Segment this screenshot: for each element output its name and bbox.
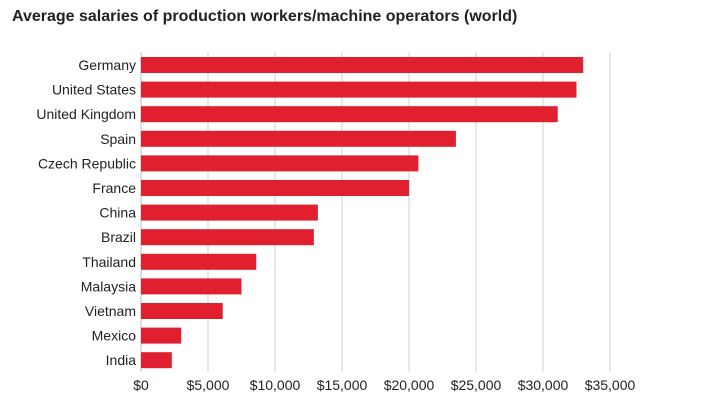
category-label: China — [99, 205, 136, 221]
bar-malaysia — [141, 278, 242, 295]
category-label: Spain — [100, 131, 136, 147]
x-tick-label: $0 — [133, 377, 149, 393]
category-label: India — [106, 352, 137, 368]
category-labels: Germany United States United Kingdom Spain C… — [36, 57, 136, 368]
category-label: United Kingdom — [36, 106, 136, 122]
bar-spain — [141, 130, 456, 147]
bar-vietnam — [141, 303, 223, 319]
category-label: Germany — [78, 57, 136, 73]
x-tick-label: $35,000 — [585, 377, 636, 393]
category-label: France — [92, 180, 136, 196]
category-label: Mexico — [92, 328, 137, 344]
category-label: Thailand — [82, 254, 136, 270]
bar-germany — [141, 57, 584, 73]
category-label: Czech Republic — [38, 155, 136, 171]
bar-czech-republic — [141, 155, 419, 172]
x-tick-label: $5,000 — [187, 377, 230, 393]
bar-france — [141, 180, 409, 196]
category-label: Vietnam — [85, 303, 136, 319]
category-label: Malaysia — [81, 278, 136, 294]
x-tick-label: $15,000 — [317, 377, 368, 393]
x-tick-label: $10,000 — [250, 377, 301, 393]
bar-china — [141, 204, 318, 221]
x-tick-label: $25,000 — [451, 377, 502, 393]
bar-brazil — [141, 229, 314, 246]
bar-india — [141, 352, 172, 369]
bars — [141, 57, 584, 369]
bar-united-kingdom — [141, 106, 558, 123]
bar-united-states — [141, 81, 577, 98]
x-tick-label: $30,000 — [518, 377, 569, 393]
bar-thailand — [141, 253, 257, 270]
x-tick-label: $20,000 — [384, 377, 435, 393]
category-label: Brazil — [101, 229, 136, 245]
category-label: United States — [52, 82, 136, 98]
bar-mexico — [141, 327, 182, 344]
tick-labels: $0 $5,000 $10,000 $15,000 $20,000 $25,000 $30,… — [133, 377, 635, 393]
chart-title: Average salaries of production workers/m… — [12, 8, 518, 25]
